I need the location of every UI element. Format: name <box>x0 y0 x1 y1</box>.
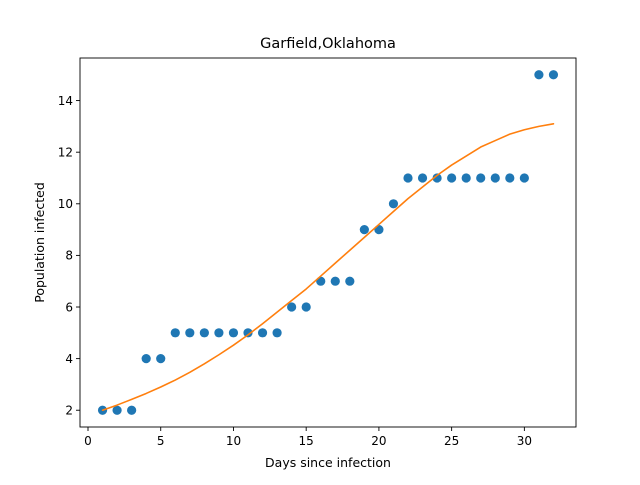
data-point <box>272 328 282 338</box>
y-tick-label: 2 <box>65 404 73 418</box>
data-point <box>417 173 428 183</box>
x-tick-label: 25 <box>444 434 459 448</box>
data-point <box>243 328 253 338</box>
chart-title: Garfield,Oklahoma <box>260 36 396 52</box>
y-tick-label: 10 <box>58 197 73 211</box>
x-tick-label: 30 <box>517 434 532 448</box>
data-point <box>287 302 297 312</box>
data-point <box>228 328 239 338</box>
y-tick-label: 12 <box>58 145 73 159</box>
data-point <box>359 224 369 235</box>
fit-curve-line <box>101 123 555 412</box>
data-point <box>461 173 471 183</box>
data-point <box>388 199 399 209</box>
data-point <box>519 173 529 183</box>
data-point <box>156 354 166 364</box>
data-point <box>490 173 500 183</box>
data-point <box>301 302 311 312</box>
x-tick-label: 10 <box>226 434 241 448</box>
x-tick-label: 5 <box>157 434 165 448</box>
x-tick-label: 0 <box>84 434 92 448</box>
data-point <box>112 405 122 415</box>
data-point <box>330 276 340 286</box>
y-axis: 2 4 6 8 10 12 14 <box>58 94 80 418</box>
x-tick-label: 15 <box>299 434 314 448</box>
x-axis: 0 5 10 15 20 25 30 <box>84 427 532 448</box>
plot-area <box>97 70 559 415</box>
y-tick-label: 4 <box>65 352 73 366</box>
data-point <box>170 328 180 338</box>
data-point <box>185 328 195 338</box>
data-point <box>214 328 224 338</box>
data-point <box>403 173 413 183</box>
data-point <box>345 276 355 286</box>
data-point <box>141 354 151 364</box>
y-axis-label: Population infected <box>32 182 47 303</box>
data-point <box>505 173 515 183</box>
data-point <box>476 173 486 183</box>
x-tick-label: 20 <box>371 434 386 448</box>
data-point <box>447 173 457 183</box>
data-point <box>534 70 544 80</box>
data-point <box>548 70 559 80</box>
data-point <box>432 173 442 183</box>
y-tick-label: 6 <box>65 300 73 314</box>
data-point <box>257 328 268 338</box>
x-axis-label: Days since infection <box>265 455 391 470</box>
y-tick-label: 14 <box>58 94 73 108</box>
data-point <box>127 405 137 415</box>
y-tick-label: 8 <box>65 249 73 263</box>
axes-frame <box>79 57 577 428</box>
data-point <box>199 328 209 338</box>
